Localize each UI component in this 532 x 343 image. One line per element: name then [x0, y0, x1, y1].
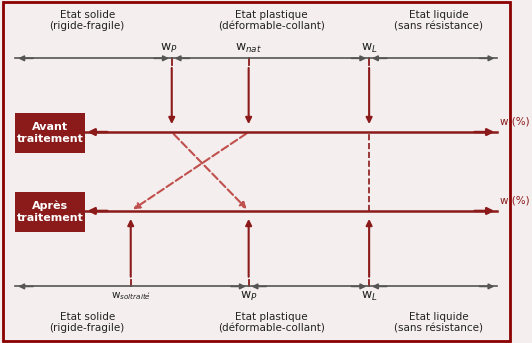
Text: Etat plastique
(déformable-collant): Etat plastique (déformable-collant) — [218, 312, 325, 333]
Text: Avant
traitement: Avant traitement — [16, 122, 84, 144]
Text: Etat liquide
(sans résistance): Etat liquide (sans résistance) — [394, 312, 483, 333]
Text: w$_P$: w$_P$ — [240, 290, 257, 303]
Text: w (%): w (%) — [500, 117, 529, 127]
Text: Après
traitement: Après traitement — [16, 201, 84, 223]
Text: Etat liquide
(sans résistance): Etat liquide (sans résistance) — [394, 10, 483, 31]
Bar — [15, 113, 85, 153]
Bar — [15, 192, 85, 232]
Text: w$_{sol trait\'{e}}$: w$_{sol trait\'{e}}$ — [111, 290, 151, 301]
Text: w$_{nat}$: w$_{nat}$ — [235, 42, 262, 55]
Text: w$_L$: w$_L$ — [361, 290, 378, 303]
Text: w$_L$: w$_L$ — [361, 42, 378, 55]
Text: Etat solide
(rigide-fragile): Etat solide (rigide-fragile) — [49, 312, 125, 333]
Text: w$_P$: w$_P$ — [160, 42, 178, 55]
Text: Etat plastique
(déformable-collant): Etat plastique (déformable-collant) — [218, 10, 325, 31]
Text: w (%): w (%) — [500, 196, 529, 206]
Text: Etat solide
(rigide-fragile): Etat solide (rigide-fragile) — [49, 10, 125, 31]
